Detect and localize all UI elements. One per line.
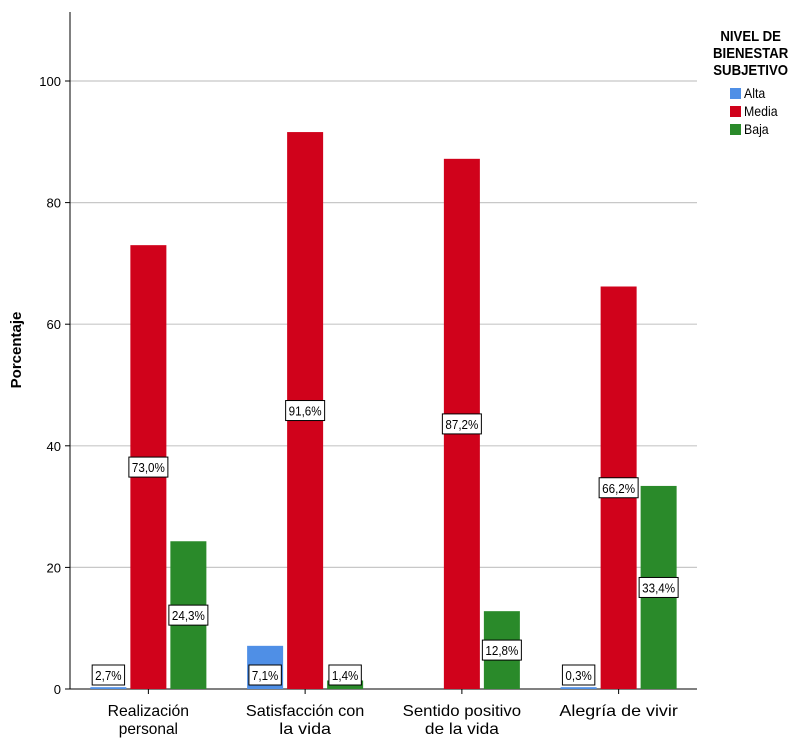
- data-label: 12,8%: [485, 643, 518, 658]
- x-tick-label: Sentido positivo: [403, 703, 521, 720]
- data-label: 87,2%: [445, 417, 478, 432]
- x-tick-label: Satisfacción con: [246, 703, 364, 720]
- data-label-box: [328, 664, 362, 686]
- legend-item-media: Media: [730, 103, 810, 121]
- data-label-box: [638, 576, 679, 598]
- y-tick-label: 40: [47, 439, 61, 454]
- data-labels: 2,7% 73,0% 24,3% 7,1% 91,6% 1,4% 87,2% 12,8% 0,3…: [91, 400, 679, 686]
- legend-title-line: NIVEL DE: [720, 28, 781, 45]
- legend-swatch: [730, 124, 741, 135]
- legend-title-line: BIENESTAR: [712, 45, 789, 62]
- data-label: 7,1%: [252, 668, 279, 683]
- legend-items: Alta Media Baja: [704, 85, 810, 139]
- legend-title: NIVEL DE BIENESTAR SUBJETIVO: [704, 28, 797, 79]
- data-label-box: [168, 604, 209, 626]
- x-tick-label: personal: [119, 721, 178, 738]
- bar-alta: [560, 687, 597, 689]
- y-axis-label: Porcentaje: [8, 312, 25, 389]
- data-label-box: [285, 400, 326, 422]
- data-label: 91,6%: [289, 404, 322, 419]
- data-label-box: [598, 477, 639, 499]
- x-tick-label: Alegría de vivir: [559, 703, 678, 720]
- grid-lines: [70, 80, 697, 569]
- y-tick-label: 80: [47, 196, 61, 211]
- x-tick-label: Realización: [108, 703, 189, 720]
- y-tick-label: 0: [54, 682, 61, 697]
- legend-swatch: [730, 106, 741, 117]
- legend-title-line: SUBJETIVO: [713, 62, 789, 79]
- data-label: 33,4%: [642, 580, 675, 595]
- y-tick-label: 60: [47, 317, 61, 332]
- x-tick-label: de la vida: [425, 721, 499, 738]
- legend-item-alta: Alta: [730, 85, 810, 103]
- legend-label: Baja: [744, 121, 769, 137]
- legend-label: Media: [744, 103, 778, 119]
- data-label-box: [481, 639, 522, 661]
- y-tick-label: 100: [39, 74, 61, 89]
- legend: NIVEL DE BIENESTAR SUBJETIVO Alta Media Baja: [704, 28, 810, 139]
- legend-swatch: [730, 88, 741, 99]
- data-label: 0,3%: [565, 668, 592, 683]
- y-tick-label: 20: [47, 560, 61, 575]
- x-tick-label: la vida: [279, 721, 331, 738]
- data-label: 2,7%: [95, 668, 122, 683]
- data-label: 1,4%: [332, 668, 359, 683]
- data-label-box: [441, 413, 482, 435]
- data-label-box: [248, 664, 282, 686]
- data-label-box: [91, 664, 126, 686]
- bar-alta: [90, 687, 127, 689]
- data-label: 24,3%: [172, 608, 205, 623]
- legend-item-baja: Baja: [730, 121, 810, 139]
- data-label: 73,0%: [132, 460, 165, 475]
- legend-label: Alta: [744, 85, 766, 101]
- data-label-box: [128, 456, 169, 478]
- data-label: 66,2%: [602, 481, 635, 496]
- data-label-box: [561, 664, 596, 686]
